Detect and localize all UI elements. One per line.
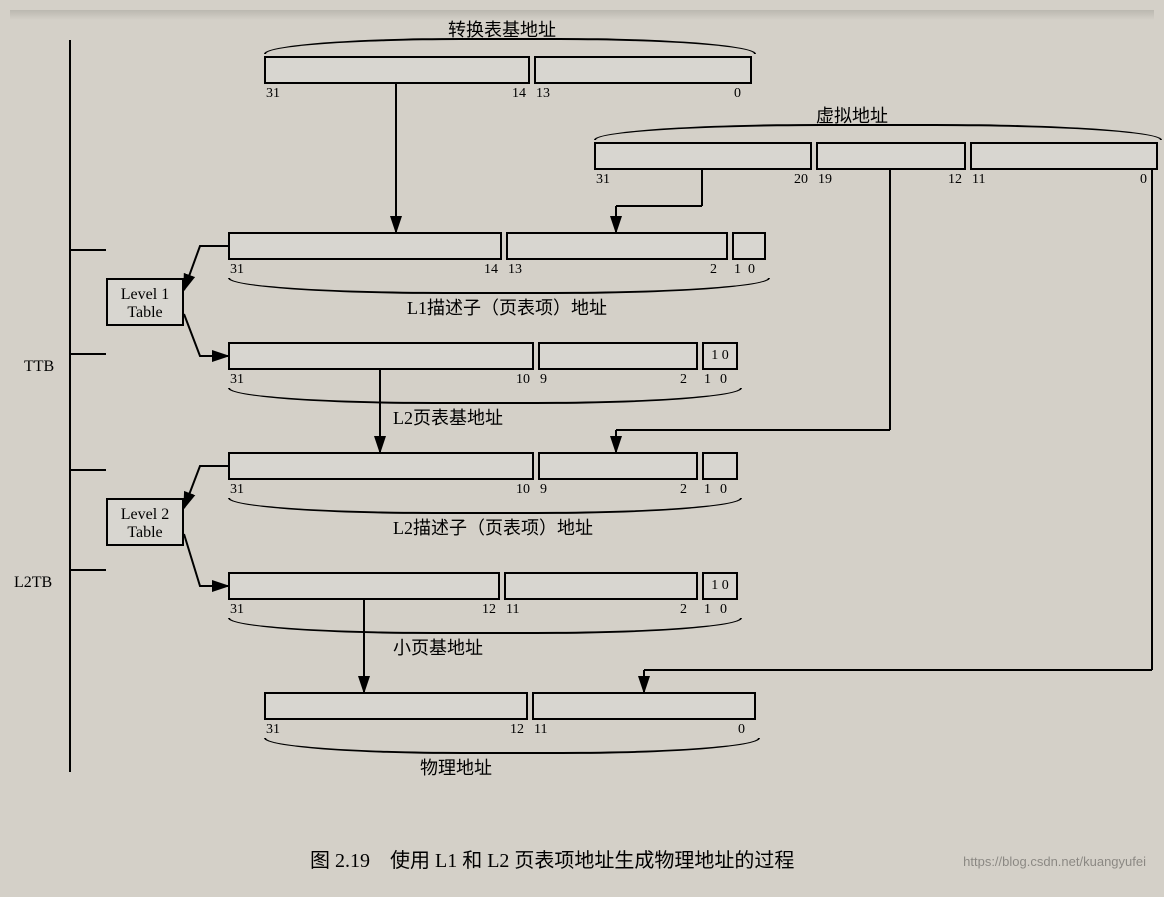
field-r2-1: [506, 232, 728, 260]
brace-r6: [264, 738, 760, 754]
field-r2-2: [732, 232, 766, 260]
bit-right-r6-0: 12: [510, 722, 524, 738]
field-r4-0: [228, 452, 534, 480]
bit-left-r2-2: 1: [734, 262, 741, 278]
bit-right-r3-2: 0: [720, 372, 727, 388]
bit-left-r5-2: 1: [704, 602, 711, 618]
field-r1-1: [534, 56, 752, 84]
brace-r4: [228, 498, 742, 514]
field-r3-0: [228, 342, 534, 370]
field-r4-1: [538, 452, 698, 480]
brace-label-r6: 物理地址: [420, 754, 492, 780]
field-r6-0: [264, 692, 528, 720]
bit-right-r5-0: 12: [482, 602, 496, 618]
field-r4-2: [702, 452, 738, 480]
l2tb-label: L2TB: [14, 574, 52, 592]
field-r6-1: [532, 692, 756, 720]
bit-right-r2-0: 14: [484, 262, 498, 278]
brace-label-r1: 转换表基地址: [448, 16, 556, 42]
brace-label-r2: L1描述子（页表项）地址: [407, 294, 607, 320]
field-r3-2: 1 0: [702, 342, 738, 370]
bit-left-r_vaddr-1: 19: [818, 172, 832, 188]
address-translation-diagram: https://blog.csdn.net/kuangyufei 图 2.19 …: [10, 10, 1154, 877]
brace-label-r5: 小页基地址: [393, 634, 483, 660]
bit-right-r_vaddr-1: 12: [948, 172, 962, 188]
bit-left-r4-0: 31: [230, 482, 244, 498]
bit-right-r5-1: 2: [680, 602, 687, 618]
bit-right-r3-1: 2: [680, 372, 687, 388]
bit-left-r1-0: 31: [266, 86, 280, 102]
field-r1-0: [264, 56, 530, 84]
bit-left-r6-1: 11: [534, 722, 547, 738]
bit-right-r5-2: 0: [720, 602, 727, 618]
bit-right-r4-0: 10: [516, 482, 530, 498]
field-r5-2: 1 0: [702, 572, 738, 600]
field-r2-0: [228, 232, 502, 260]
bit-right-r_vaddr-0: 20: [794, 172, 808, 188]
bit-left-r6-0: 31: [266, 722, 280, 738]
brace-r5: [228, 618, 742, 634]
bit-right-r4-1: 2: [680, 482, 687, 498]
bit-left-r4-2: 1: [704, 482, 711, 498]
bit-left-r2-1: 13: [508, 262, 522, 278]
bit-left-r4-1: 9: [540, 482, 547, 498]
bit-right-r2-1: 2: [710, 262, 717, 278]
field-r5-0: [228, 572, 500, 600]
bit-left-r1-1: 13: [536, 86, 550, 102]
field-r_vaddr-2: [970, 142, 1158, 170]
bit-left-r5-1: 11: [506, 602, 519, 618]
figure-caption: 图 2.19 使用 L1 和 L2 页表项地址生成物理地址的过程: [310, 844, 794, 873]
ttb-label: TTB: [24, 358, 54, 376]
brace-r3: [228, 388, 742, 404]
brace-r2: [228, 278, 770, 294]
bit-right-r3-0: 10: [516, 372, 530, 388]
bit-left-r3-0: 31: [230, 372, 244, 388]
field-r5-1: [504, 572, 698, 600]
level2-table-box: Level 2Table: [106, 498, 184, 546]
bit-right-r4-2: 0: [720, 482, 727, 498]
bit-right-r2-2: 0: [748, 262, 755, 278]
brace-label-r4: L2描述子（页表项）地址: [393, 514, 593, 540]
field-r_vaddr-0: [594, 142, 812, 170]
bit-right-r_vaddr-2: 0: [1140, 172, 1147, 188]
level1-table-box: Level 1Table: [106, 278, 184, 326]
bit-left-r3-2: 1: [704, 372, 711, 388]
field-r_vaddr-1: [816, 142, 966, 170]
bit-left-r5-0: 31: [230, 602, 244, 618]
bit-right-r1-1: 0: [734, 86, 741, 102]
bit-left-r2-0: 31: [230, 262, 244, 278]
field-r3-1: [538, 342, 698, 370]
bit-right-r6-1: 0: [738, 722, 745, 738]
bit-right-r1-0: 14: [512, 86, 526, 102]
brace-label-r3: L2页表基地址: [393, 404, 503, 430]
brace-label-r_vaddr: 虚拟地址: [816, 102, 888, 128]
bit-left-r3-1: 9: [540, 372, 547, 388]
bit-left-r_vaddr-2: 11: [972, 172, 985, 188]
watermark-text: https://blog.csdn.net/kuangyufei: [963, 854, 1146, 869]
top-fade: [10, 10, 1154, 20]
bit-left-r_vaddr-0: 31: [596, 172, 610, 188]
